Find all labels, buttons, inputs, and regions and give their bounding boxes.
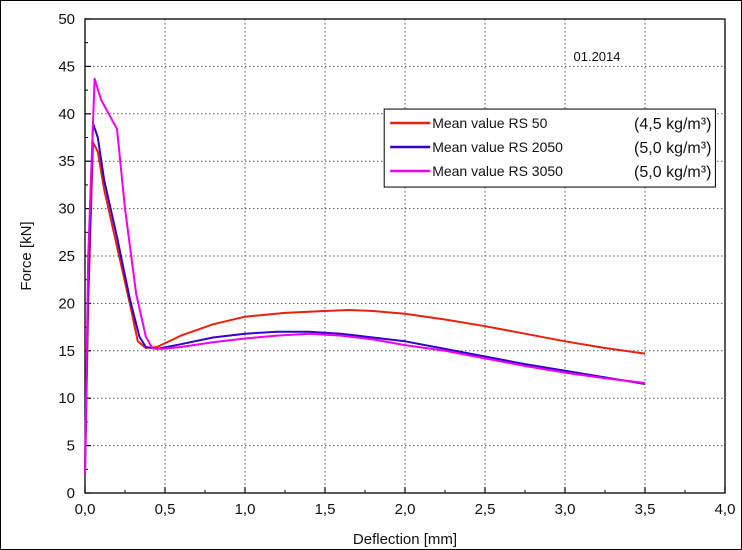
series-line-2 [84,122,646,475]
axis-ticks: 0,0 0,5 1,0 1,5 2,0 2,5 3,0 3,5 4,0 0 5 10 15 20 25 30 3… [58,11,735,518]
x-tick-label: 2,5 [475,501,496,518]
x-tick-label: 3,5 [635,501,656,518]
y-tick-label: 0 [67,485,75,502]
y-tick-label: 10 [58,390,75,407]
y-tick-label: 5 [67,438,75,455]
legend-label: Mean value RS 50 [432,115,547,131]
x-tick-label: 1,5 [315,501,336,518]
x-tick-label: 2,0 [395,501,416,518]
legend-density: (5,0 kg/m³) [634,164,711,181]
y-tick-label: 40 [58,106,75,123]
y-tick-label: 35 [58,153,75,170]
series-layer [84,77,646,475]
y-tick-label: 45 [58,58,75,75]
y-tick-label: 30 [58,201,75,218]
legend-density: (5,0 kg/m³) [634,140,711,157]
x-tick-label: 0,5 [155,501,176,518]
x-tick-label: 4,0 [715,501,736,518]
legend-box [383,108,716,188]
legend-label: Mean value RS 3050 [432,163,563,179]
series-line-1 [84,141,646,475]
x-tick-label: 3,0 [555,501,576,518]
legend-label: Mean value RS 2050 [432,139,563,155]
x-axis-title: Deflection [mm] [353,531,457,548]
y-axis-title: Force [kN] [18,221,35,290]
x-tick-label: 0,0 [75,501,96,518]
y-tick-label: 50 [58,11,75,28]
series-line-3 [84,77,646,475]
legend-density: (4,5 kg/m³) [634,116,711,133]
date-annotation: 01.2014 [574,49,621,64]
y-tick-label: 15 [58,343,75,360]
y-tick-label: 25 [58,248,75,265]
y-tick-label: 20 [58,295,75,312]
legend: Mean value RS 50 (4,5 kg/m³) Mean value RS… [383,108,716,188]
grid-lines [85,19,725,493]
x-tick-label: 1,0 [235,501,256,518]
